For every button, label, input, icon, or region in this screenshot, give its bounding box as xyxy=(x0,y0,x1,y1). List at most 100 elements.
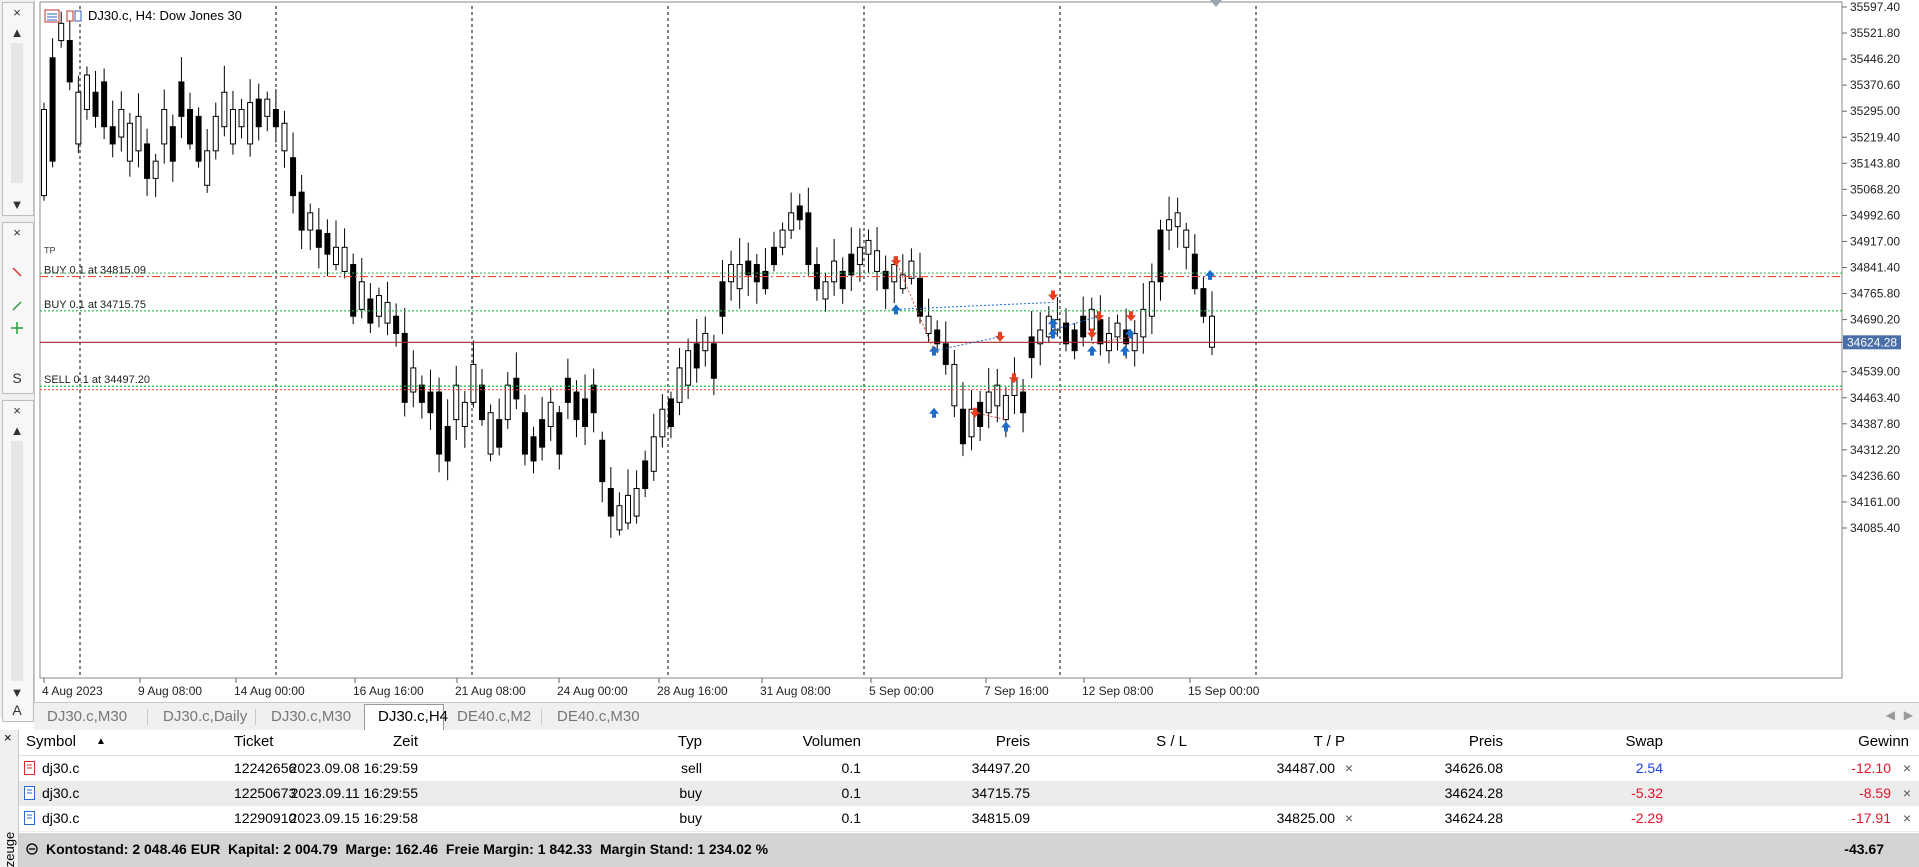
col-symbol[interactable]: Symbol xyxy=(26,733,77,750)
cell-tp: 34825.00 xyxy=(1276,810,1335,826)
buy-deal-arrow-icon xyxy=(1048,328,1058,339)
scroll-up-icon[interactable]: ▲ xyxy=(10,24,24,40)
sell-deal-arrow-icon xyxy=(1087,328,1097,339)
candle-body xyxy=(633,488,640,517)
tab-chart[interactable]: DE40.c,M2 xyxy=(457,708,532,725)
candle-body xyxy=(264,98,271,117)
close-position-icon[interactable]: × xyxy=(1902,760,1911,776)
panel-close-icon[interactable]: × xyxy=(13,224,21,240)
col-volumen[interactable]: Volumen xyxy=(802,733,861,750)
candle-body xyxy=(676,367,683,403)
deal-connector-line xyxy=(974,412,1007,421)
add-icon[interactable] xyxy=(3,319,31,337)
candle-body xyxy=(582,398,589,427)
panel-close-icon[interactable]: × xyxy=(13,4,21,20)
candle-body xyxy=(272,108,279,128)
candle-body xyxy=(135,115,142,152)
cell-volumen: 0.1 xyxy=(841,760,861,776)
close-position-icon[interactable]: × xyxy=(1902,785,1911,801)
candle-body xyxy=(101,81,108,128)
chart-tabs-bar: DJ30.c,M30 DJ30.c,Daily DJ30.c,M30 DJ30.c,H… xyxy=(34,702,1919,731)
candle-body xyxy=(839,270,846,290)
candle-body xyxy=(762,270,769,290)
time-label: 5 Sep 00:00 xyxy=(869,684,934,698)
chart-properties-icon[interactable] xyxy=(44,9,60,23)
deal-connector-line xyxy=(1052,315,1100,331)
tab-chart[interactable]: DJ30.c,Daily xyxy=(163,708,248,725)
chart-title-bar: DJ30.c, H4: Dow Jones 30 xyxy=(44,8,242,23)
chart-window[interactable]: 35597.40 35521.80 35446.20 35370.60 35295.00… xyxy=(34,0,1919,702)
tp-marker-label: TP xyxy=(44,246,56,256)
sell-arrow-tool-icon[interactable] xyxy=(3,263,31,281)
col-gewinn[interactable]: Gewinn xyxy=(1858,733,1909,750)
tab-separator xyxy=(255,709,256,725)
candle-body xyxy=(1174,212,1181,228)
scroll-down-icon[interactable]: ▼ xyxy=(10,684,24,700)
candle-body xyxy=(616,505,623,531)
col-preis-current[interactable]: Preis xyxy=(1468,733,1503,750)
col-swap[interactable]: Swap xyxy=(1625,733,1663,750)
tab-separator xyxy=(541,709,542,725)
sell-deal-arrow-icon xyxy=(995,331,1005,342)
scroll-down-icon[interactable]: ▼ xyxy=(10,196,24,212)
candle-body xyxy=(1037,329,1044,345)
candle-body xyxy=(985,391,992,414)
candle-body xyxy=(75,91,82,145)
col-ticket[interactable]: Ticket xyxy=(234,733,274,750)
candle-body xyxy=(994,384,1001,407)
candle-body xyxy=(161,108,168,145)
col-typ[interactable]: Typ xyxy=(677,733,702,750)
candle-body xyxy=(1209,315,1215,348)
col-zeit[interactable]: Zeit xyxy=(392,733,418,750)
candle-body xyxy=(1080,315,1087,338)
tab-scroll-right-icon[interactable]: ▶ xyxy=(1903,708,1913,722)
candle-body xyxy=(539,419,546,448)
tab-chart[interactable]: DJ30.c,M30 xyxy=(47,708,128,725)
buy-arrow-tool-icon[interactable] xyxy=(3,297,31,315)
price-label: 34690.20 xyxy=(1850,313,1900,327)
table-row[interactable]: dj30.c 12242656 2023.09.08 16:29:59 sell 0.1… xyxy=(18,756,1919,782)
candle-body xyxy=(796,205,803,221)
toolbox-close-icon[interactable]: × xyxy=(4,730,12,745)
candle-body xyxy=(212,115,219,152)
market-watch-scrollbar[interactable] xyxy=(11,441,23,681)
trade-panel-icon[interactable] xyxy=(66,9,82,23)
time-label: 21 Aug 08:00 xyxy=(455,684,526,698)
sort-asc-icon[interactable]: ▲ xyxy=(96,736,106,747)
remove-tp-icon[interactable]: × xyxy=(1344,810,1353,826)
tab-chart[interactable]: DE40.c,M30 xyxy=(557,708,640,725)
candle-body xyxy=(1148,281,1155,317)
tab-chart[interactable]: DJ30.c,H4 xyxy=(364,704,448,730)
collapse-icon[interactable] xyxy=(26,842,38,858)
candle-body xyxy=(779,229,786,248)
table-row[interactable]: dj30.c 12290910 2023.09.15 16:29:58 buy 0.1 3… xyxy=(18,806,1919,832)
candle-body xyxy=(418,384,425,403)
col-sl[interactable]: S / L xyxy=(1156,733,1187,750)
table-row[interactable]: dj30.c 12250673 2023.09.11 16:29:55 buy 0.1 3… xyxy=(18,781,1919,807)
tab-chart[interactable]: DJ30.c,M30 xyxy=(271,708,352,725)
total-profit: -43.67 xyxy=(1844,841,1884,857)
col-tp[interactable]: T / P xyxy=(1313,733,1345,750)
candle-body xyxy=(118,108,125,138)
navigator-scrollbar[interactable] xyxy=(11,43,23,183)
price-chart[interactable]: 35597.40 35521.80 35446.20 35370.60 35295.00… xyxy=(34,0,1919,702)
candle-body xyxy=(427,391,434,414)
candle-body xyxy=(358,281,365,310)
cell-symbol: dj30.c xyxy=(42,810,80,826)
candle-body xyxy=(667,398,674,427)
candle-body xyxy=(1028,336,1035,359)
price-label: 34841.40 xyxy=(1850,261,1900,275)
chart-shift-marker-icon[interactable] xyxy=(1210,0,1222,7)
candle-body xyxy=(650,436,657,472)
candle-body xyxy=(865,239,872,255)
tab-scroll-left-icon[interactable]: ◀ xyxy=(1885,708,1895,722)
remove-tp-icon[interactable]: × xyxy=(1344,760,1353,776)
candle-body xyxy=(1200,288,1207,317)
close-position-icon[interactable]: × xyxy=(1902,810,1911,826)
panel-close-icon[interactable]: × xyxy=(13,402,21,418)
candle-body xyxy=(247,102,254,145)
col-preis[interactable]: Preis xyxy=(995,733,1030,750)
cell-swap: -2.29 xyxy=(1631,810,1663,826)
candle-body xyxy=(195,115,202,162)
scroll-up-icon[interactable]: ▲ xyxy=(10,422,24,438)
